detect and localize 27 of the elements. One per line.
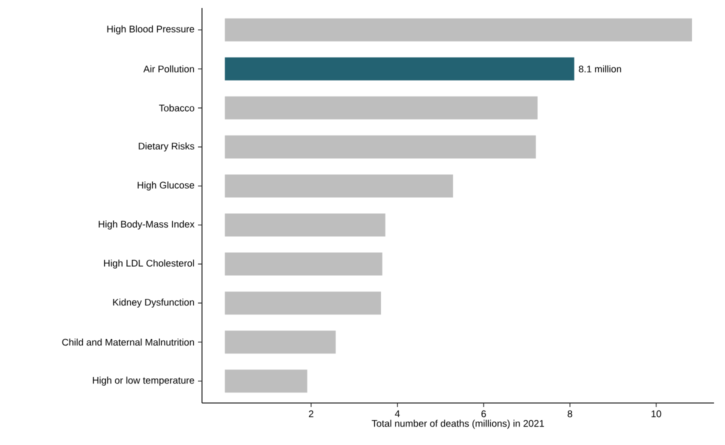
x-tick-label: 8	[568, 410, 572, 418]
x-tick-label: 10	[652, 410, 662, 418]
y-tick-label: Air Pollution	[143, 65, 194, 72]
y-tick-label: High or low temperature	[92, 376, 194, 386]
bar	[224, 96, 538, 120]
bar	[224, 57, 574, 80]
y-tick-label: Tobacco	[159, 104, 194, 112]
bar	[224, 330, 336, 354]
bar	[224, 370, 308, 393]
y-tick-label: Kidney Dysfunction	[113, 298, 194, 308]
y-tick-label: High Glucose	[138, 182, 194, 190]
bar	[224, 292, 382, 315]
bar	[224, 252, 382, 276]
x-tick-label: 6	[481, 410, 486, 418]
bar	[224, 213, 386, 237]
x-axis-title: Total number of deaths (millions) in 2021	[372, 420, 544, 429]
y-tick-label: Child and Maternal Malnutrition	[62, 338, 194, 346]
x-tick-label: 4	[394, 410, 400, 418]
y-tick-label: High LDL Cholesterol	[104, 260, 194, 269]
y-tick-label: Dietary Risks	[138, 142, 194, 152]
x-tick-label: 2	[308, 410, 314, 418]
bar	[224, 18, 692, 42]
bar	[224, 135, 536, 158]
y-tick-label: High Blood Pressure	[107, 25, 194, 34]
bar	[224, 174, 454, 198]
data-label: 8.1 million	[578, 65, 622, 72]
y-tick-label: High Body-Mass Index	[98, 220, 194, 230]
